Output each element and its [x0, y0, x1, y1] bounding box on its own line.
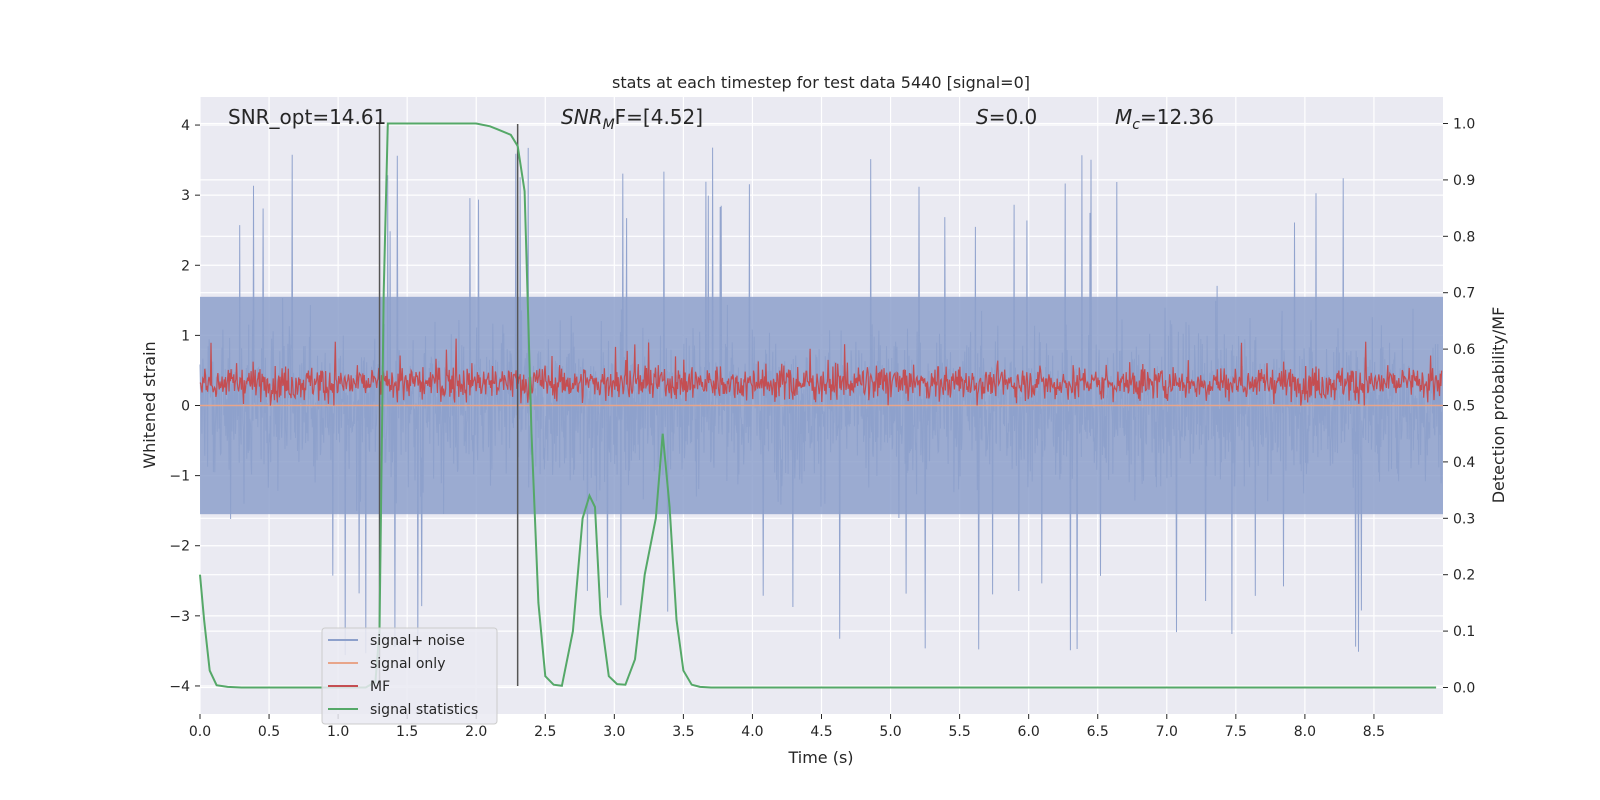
x-tick-label-15: 7.5	[1225, 724, 1247, 740]
legend-box	[321, 627, 498, 725]
x-tick-label-1: 0.5	[258, 724, 280, 740]
y-right-tick-label-9: 0.1	[1453, 624, 1475, 640]
mf-series	[199, 338, 1443, 406]
annotation-snr-mf-sub: M	[603, 117, 615, 133]
x-tick-label-2: 1.0	[327, 724, 349, 740]
legend-label-signal-only: signal only	[370, 656, 445, 672]
legend: signal+ noise signal only MF signal stat…	[321, 627, 498, 725]
annotation-snr-mf-prefix: SNR	[561, 105, 603, 129]
annotation-mc-suffix: =12.36	[1140, 105, 1214, 129]
annotation-snr-opt: SNR_opt=14.61	[228, 105, 386, 129]
chart-title: stats at each timestep for test data 544…	[612, 73, 1030, 92]
x-tick-label-11: 5.5	[948, 724, 970, 740]
y-left-tick-label-4: 0	[181, 399, 190, 415]
y-left-tick-label-2: 2	[181, 258, 190, 274]
y-left-tick-label-8: −4	[169, 679, 190, 695]
y-right-tick-label-6: 0.4	[1453, 455, 1475, 471]
y-left-tick-label-1: 3	[181, 188, 190, 204]
y-axis-left-label: Whitened strain	[140, 341, 159, 468]
annotation-mc-sub: c	[1132, 117, 1140, 133]
annotation-mc: Mc=12.36	[1115, 105, 1214, 133]
axis-ticks: 0.0 0.5 1.0 1.5 2.0 2.5 3.0 3.5 4.0 4.5 5.0 5.5 6.0 6…	[169, 117, 1475, 740]
legend-label-mf: MF	[370, 679, 390, 695]
y-left-tick-label-3: 1	[181, 328, 190, 344]
x-tick-label-10: 5.0	[879, 724, 901, 740]
annotation-s-prefix: S	[976, 105, 989, 129]
annotation-snr-mf-suffix: F=[4.52]	[615, 105, 703, 129]
x-tick-label-12: 6.0	[1018, 724, 1040, 740]
y-right-tick-label-10: 0.0	[1453, 680, 1475, 696]
x-tick-label-13: 6.5	[1087, 724, 1109, 740]
x-tick-label-8: 4.0	[741, 724, 763, 740]
x-axis-label: Time (s)	[787, 748, 853, 767]
annotation-s: S=0.0	[976, 105, 1037, 129]
annotation-snr-mf: SNRMF=[4.52]	[561, 105, 703, 133]
y-right-tick-label-7: 0.3	[1453, 511, 1475, 527]
y-left-tick-label-7: −3	[169, 609, 190, 625]
y-left-tick-label-0: 4	[181, 118, 190, 134]
y-right-tick-label-1: 0.9	[1453, 173, 1475, 189]
annotation-mc-prefix: M	[1115, 105, 1132, 129]
y-left-tick-label-5: −1	[169, 469, 190, 485]
x-tick-label-17: 8.5	[1363, 724, 1385, 740]
x-tick-label-14: 7.0	[1156, 724, 1178, 740]
y-left-tick-label-6: −2	[169, 539, 190, 555]
y-right-tick-label-8: 0.2	[1453, 568, 1475, 584]
y-right-tick-label-2: 0.8	[1453, 229, 1475, 245]
signal-noise-line	[199, 147, 1443, 663]
y-right-tick-label-0: 1.0	[1453, 117, 1475, 133]
y-right-tick-label-4: 0.6	[1453, 342, 1475, 358]
mf-line	[199, 338, 1443, 406]
x-tick-label-6: 3.0	[603, 724, 625, 740]
x-tick-label-3: 1.5	[396, 724, 418, 740]
x-tick-label-9: 4.5	[810, 724, 832, 740]
y-right-tick-label-5: 0.5	[1453, 399, 1475, 415]
legend-label-signal-statistics: signal statistics	[370, 702, 478, 718]
annotation-s-suffix: =0.0	[989, 105, 1038, 129]
y-right-tick-label-3: 0.7	[1453, 286, 1475, 302]
x-tick-label-7: 3.5	[672, 724, 694, 740]
x-tick-label-0: 0.0	[189, 724, 211, 740]
x-tick-label-16: 8.0	[1294, 724, 1316, 740]
y-axis-right-label: Detection probability/MF	[1489, 307, 1508, 504]
x-tick-label-4: 2.0	[465, 724, 487, 740]
x-tick-label-5: 2.5	[534, 724, 556, 740]
legend-label-signal-noise: signal+ noise	[370, 633, 465, 649]
